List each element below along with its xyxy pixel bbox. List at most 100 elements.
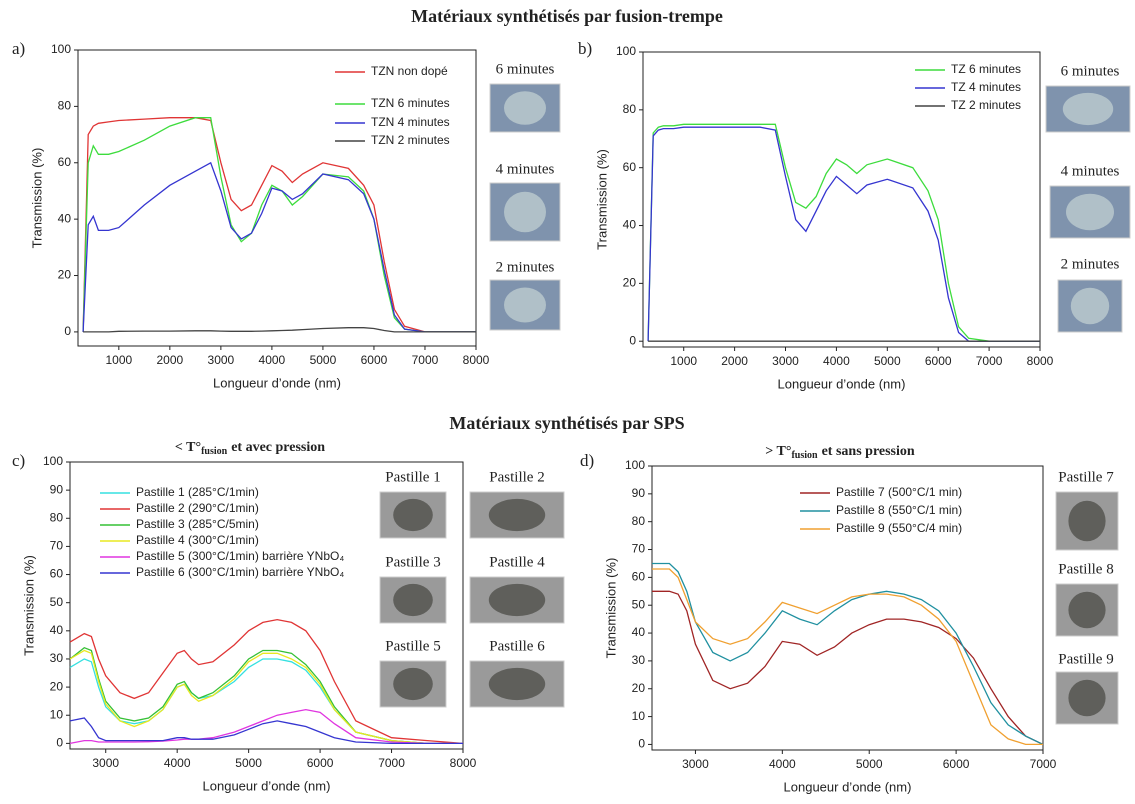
sample-pellet [1068, 591, 1106, 629]
legend-label: TZ 2 minutes [951, 98, 1021, 112]
legend-label: Pastille 3 (285°C/5min) [136, 517, 259, 531]
x-tick-label: 7000 [412, 353, 439, 367]
legend-label: TZN 2 minutes [371, 133, 450, 147]
series-line [69, 708, 463, 745]
series-line [82, 117, 476, 333]
sample-pellet [1068, 679, 1106, 717]
y-tick-label: 50 [632, 597, 646, 611]
subtitle-sub: fusion [791, 450, 818, 461]
sample-pellet [1068, 500, 1106, 542]
photo-caption: Pastille 3 [385, 554, 440, 570]
series-line [69, 717, 463, 745]
x-tick-label: 3000 [208, 353, 235, 367]
y-tick-label: 60 [50, 567, 64, 581]
y-tick-label: 60 [632, 570, 646, 584]
plot-frame [69, 461, 464, 750]
y-tick-label: 10 [632, 709, 646, 723]
photo-caption: Pastille 5 [385, 638, 440, 654]
y-tick-label: 80 [58, 99, 72, 113]
sample-pellet [393, 583, 433, 617]
series-line [647, 123, 1040, 342]
series-line [652, 562, 1044, 745]
subtitle-sub: fusion [201, 446, 228, 457]
subtitle-part: < T° [175, 440, 201, 455]
y-tick-label: 60 [623, 160, 637, 174]
photo-caption: 2 minutes [1061, 256, 1120, 272]
y-tick-label: 40 [632, 625, 646, 639]
y-tick-label: 0 [638, 737, 645, 751]
x-tick-label: 5000 [235, 756, 262, 770]
x-tick-label: 5000 [874, 354, 901, 368]
y-tick-label: 20 [623, 276, 637, 290]
x-tick-label: 8000 [450, 756, 477, 770]
y-tick-label: 70 [50, 539, 64, 553]
legend-label: Pastille 7 (500°C/1 min) [836, 485, 962, 499]
y-tick-label: 90 [632, 486, 646, 500]
plot-frame [642, 51, 1041, 348]
sample-pellet [488, 667, 546, 701]
plot-frame [77, 49, 477, 347]
x-tick-label: 5000 [856, 757, 883, 771]
y-tick-label: 100 [616, 44, 636, 58]
x-tick-label: 2000 [156, 353, 183, 367]
heading: Matériaux synthétisés par fusion-trempe [411, 6, 723, 26]
series-line [647, 126, 1040, 342]
x-tick-label: 2000 [721, 354, 748, 368]
subtitle-part: > T° [765, 444, 791, 459]
panel-label: c) [12, 451, 25, 470]
series-line [69, 618, 464, 745]
x-tick-label: 3000 [772, 354, 799, 368]
series-line [652, 568, 1043, 746]
x-tick-label: 3000 [92, 756, 119, 770]
sample-pellet [488, 498, 546, 532]
legend-label: Pastille 5 (300°C/1min) barrière YNbO₄ [136, 549, 344, 563]
series-line [82, 161, 476, 333]
legend-label: Pastille 9 (550°C/4 min) [836, 521, 962, 535]
series-line [652, 590, 1044, 745]
panel-label: d) [580, 451, 594, 470]
photo-caption: 4 minutes [496, 161, 555, 177]
legend-label: Pastille 2 (290°C/1min) [136, 501, 259, 515]
x-tick-label: 4000 [259, 353, 286, 367]
x-tick-label: 4000 [823, 354, 850, 368]
x-axis-label: Longueur d’onde (nm) [778, 376, 906, 391]
sample-pellet [488, 583, 546, 617]
x-tick-label: 6000 [943, 757, 970, 771]
sample-pellet [1062, 92, 1114, 126]
x-tick-label: 6000 [361, 353, 388, 367]
y-tick-label: 90 [50, 482, 64, 496]
photo-caption: 6 minutes [1061, 63, 1120, 79]
y-tick-label: 80 [50, 510, 64, 524]
x-tick-label: 3000 [682, 757, 709, 771]
plot-frame [651, 465, 1044, 751]
y-tick-label: 0 [629, 333, 636, 347]
y-axis-label: Transmission (%) [29, 148, 44, 249]
photo-caption: Pastille 7 [1058, 469, 1114, 485]
y-tick-label: 40 [58, 211, 72, 225]
panel-label: a) [12, 39, 25, 58]
photo-caption: Pastille 1 [385, 469, 440, 485]
subtitle-part: et avec pression [231, 440, 325, 455]
x-tick-label: 4000 [164, 756, 191, 770]
y-tick-label: 70 [632, 542, 646, 556]
series-line [69, 649, 463, 745]
x-tick-label: 1000 [670, 354, 697, 368]
y-tick-label: 20 [632, 681, 646, 695]
subtitle: > T°fusion et sans pression [765, 444, 915, 461]
photo-caption: 6 minutes [496, 61, 555, 77]
y-tick-label: 0 [56, 736, 63, 750]
photo-caption: Pastille 6 [489, 638, 545, 654]
x-tick-label: 7000 [1030, 757, 1057, 771]
legend-label: Pastille 6 (300°C/1min) barrière YNbO₄ [136, 565, 344, 579]
y-axis-label: Transmission (%) [594, 149, 609, 250]
x-tick-label: 7000 [976, 354, 1003, 368]
legend-label: TZN non dopé [371, 64, 448, 78]
x-tick-label: 8000 [1027, 354, 1054, 368]
sample-pellet [504, 287, 546, 323]
subtitle-part: et sans pression [822, 444, 915, 459]
y-tick-label: 0 [64, 324, 71, 338]
y-tick-label: 20 [58, 268, 72, 282]
legend-label: TZN 4 minutes [371, 115, 450, 129]
legend-label: Pastille 8 (550°C/1 min) [836, 503, 962, 517]
